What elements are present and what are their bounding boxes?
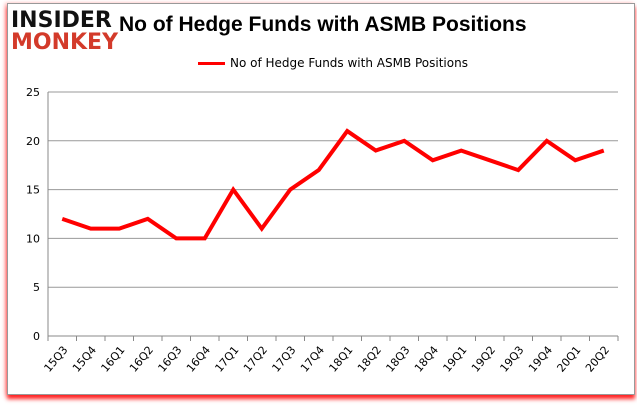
chart-title: No of Hedge Funds with ASMB Positions [119,13,527,36]
x-tick-label: 20Q1 [555,344,584,375]
x-tick-label: 17Q2 [241,344,270,375]
x-tick-label: 15Q3 [42,344,71,375]
x-tick-label: 18Q3 [384,344,413,375]
y-tick-label: 25 [26,86,40,99]
legend-label: No of Hedge Funds with ASMB Positions [230,56,468,70]
chart-frame [7,3,635,395]
x-tick-label: 16Q2 [127,344,156,375]
x-tick-label: 17Q4 [298,344,327,375]
x-tick-label: 18Q2 [355,344,384,375]
x-tick-label: 15Q4 [70,344,99,375]
x-tick-label: 18Q4 [412,344,441,375]
y-tick-label: 5 [33,281,40,294]
x-tick-label: 16Q4 [184,344,213,375]
y-tick-label: 15 [26,184,40,197]
legend: No of Hedge Funds with ASMB Positions [198,56,468,70]
x-tick-label: 19Q4 [526,344,555,375]
x-tick-label: 16Q3 [156,344,185,375]
x-tick-label: 16Q1 [99,344,128,375]
x-tick-label: 20Q2 [583,344,612,375]
x-tick-label: 19Q3 [498,344,527,375]
x-tick-label: 17Q1 [213,344,242,375]
x-tick-label: 18Q1 [327,344,356,375]
insider-monkey-logo: INSIDER MONKEY [11,10,119,54]
series-line [61,128,605,241]
logo-line2: MONKEY [11,30,119,55]
y-tick-label: 0 [33,330,40,343]
x-tick-label: 17Q3 [270,344,299,375]
legend-swatch [198,61,225,65]
x-tick-label: 19Q2 [469,344,498,375]
x-tick-label: 19Q1 [441,344,470,375]
y-tick-label: 20 [26,135,40,148]
logo-line1: INSIDER [11,8,112,33]
y-tick-label: 10 [26,232,40,245]
